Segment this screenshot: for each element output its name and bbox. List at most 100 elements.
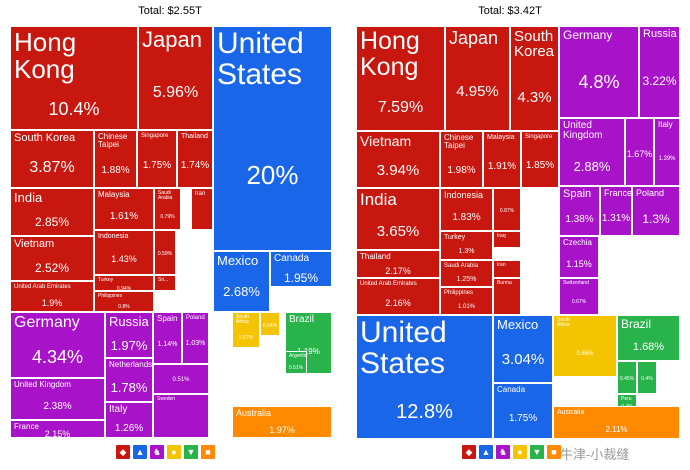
treemap-cell-mexico: Mexico 3.04% [493,315,553,383]
cell-value: 2.16% [385,297,411,308]
treemap-cell-czechia: Czechia 1.15% [559,236,599,278]
treemap-cell-mexico: Mexico 2.68% [213,251,270,312]
cell-value: 2.38% [43,400,72,412]
cell-value: 2.88% [573,158,611,174]
cell-value: 2.52% [34,260,70,275]
cell-label: Turkey [98,277,114,283]
north-america-icon: ▲ [479,445,493,459]
cell-value: 2.11% [605,424,628,434]
cell-value: 1.03% [185,340,206,348]
south-america-icon: ▼ [184,445,198,459]
cell-value: 20% [246,159,299,190]
treemap-cell-brazil: Brazil 1.19% [285,312,332,374]
cell-label: Germany [14,314,80,331]
treemap-cell-argentina: Argentina 0.51% [285,351,307,374]
treemap-cell-turkey: Turkey 0.94% [94,275,154,291]
treemap-cell-indonesia: Indonesia 1.83% [440,188,493,231]
cell-value: 4.95% [456,82,499,100]
cell-label: Thailand [181,133,208,140]
treemap-cell-unlabeled-34: 0.4% [637,361,657,394]
cell-label: South Korea [14,132,76,144]
treemap-cell-south-africa: South Africa 0.67% [232,312,260,348]
treemap-cell-canada: Canada 1.75% [493,383,553,439]
treemap-cell-malaysia: Malaysia 1.91% [483,131,521,188]
cell-value: 1.9% [41,297,63,308]
cell-value: 1.39% [658,155,676,162]
cell-value: 1.67% [626,148,653,159]
cell-value: 3.65% [376,222,420,240]
treemap-cell-malaysia: Malaysia 1.61% [94,188,154,230]
treemap-cell-south-korea: South Korea 4.3% [510,26,559,131]
cell-label: Brazil [621,317,652,331]
treemap-cell-united-states: United States 20% [213,26,332,251]
treemap-cell-unlabeled-9: 0.87% [493,188,521,231]
cell-label: Philippines [98,293,123,299]
treemap-cell-united-arab-emirates: United Arab Emirates 1.9% [10,281,94,312]
cell-label: United Arab Emirates [360,281,417,287]
treemap-cell-italy: Italy 1.26% [105,402,153,438]
cell-label: Malaysia [98,190,130,199]
treemap-cell-unlabeled-21: 1.67% [625,118,654,186]
cell-label: Switzerland [563,280,589,286]
cell-value: 1.83% [452,211,481,223]
treemap-cell-turkey: Turkey 1.3% [440,231,493,260]
cell-label: Indonesia [444,190,484,200]
cell-label: Indonesia [98,233,129,240]
cell-value: 2.15% [44,429,71,438]
cell-value: 7.59% [377,99,424,117]
cell-value: 1.25% [456,275,477,283]
cell-value: 0.51% [288,365,304,372]
treemap-cell-singapore: Singapore 1.75% [137,130,177,188]
treemap-cell-japan: Japan 5.96% [138,26,213,130]
treemap-cell-australia: Australia 2.11% [553,406,680,439]
treemap-cell-philippines: Philippines 0.8% [94,291,154,312]
treemap-cell-chinese-taipei: Chinese Taipei 1.98% [440,131,483,188]
cell-label: Hong Kong [14,27,77,84]
cell-label: Malaysia [487,134,515,141]
cell-value: 1.14% [157,341,178,349]
cell-value: 1.61% [109,210,139,222]
cell-value: 1.38% [565,214,594,226]
cell-label: Saudi Arabia [444,263,479,269]
cell-label: South Africa [557,317,571,329]
cell-label: Chinese Taipei [444,133,474,151]
asia-icon: ◆ [462,445,476,459]
cell-label: Saudi Arabia [158,190,173,202]
cell-value: 0.8% [118,304,130,311]
cell-value: 1.91% [487,160,517,172]
cell-label: Brazil [289,314,315,325]
south-america-icon: ▼ [530,445,544,459]
treemap-cell-india: India 3.65% [356,188,440,250]
europe-icon: ♞ [496,445,510,459]
cell-label: India [360,190,397,209]
cell-label: South Korea [514,28,555,61]
treemap-cell-thailand: Thailand 1.74% [177,130,213,188]
treemap-cell-singapore: Singapore 1.85% [521,131,559,188]
right-chart-title: Total: $3.42T [478,5,542,17]
asia-icon: ◆ [116,445,130,459]
cell-label: Burma [497,280,512,286]
cell-value: 4.8% [578,71,620,92]
cell-value: 1.78% [110,380,148,396]
cell-value: 1.75% [142,159,172,171]
cell-label: Netherlands [109,360,153,369]
cell-label: Russia [109,314,149,329]
cell-value: 1.88% [101,164,130,176]
cell-label: Spain [563,188,592,200]
cell-label: Poland [636,188,665,198]
cell-label: Singapore [525,134,553,140]
cell-value: 3.04% [501,350,545,368]
cell-value: 3.87% [29,159,75,177]
cell-value: 0.67% [238,335,254,342]
treemap-cell-saudi-arabia: Saudi Arabia 0.79% [154,188,181,230]
treemap-cell-peru: Peru 0.4% [617,394,637,408]
treemap-cell-vietnam: Vietnam 3.94% [356,131,440,188]
treemap-cell-russia: Russia 3.22% [639,26,680,118]
cell-value: 1.97% [269,424,295,435]
cell-label: Czechia [563,238,592,247]
cell-label: Italy [658,120,673,129]
treemap-cell-france: France 1.31% [600,186,632,236]
cell-value: 0.45% [619,376,635,382]
cell-label: Argentina [289,353,306,359]
cell-label: United States [217,27,304,91]
